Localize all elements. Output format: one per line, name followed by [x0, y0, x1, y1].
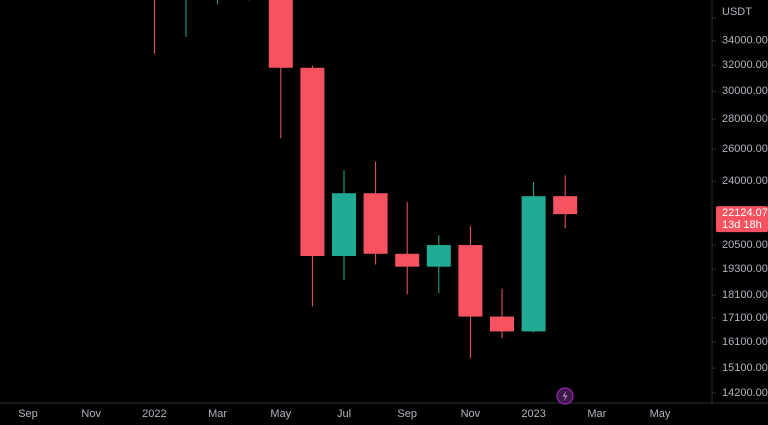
- candle-body: [490, 316, 514, 332]
- y-tick-label: 18100.00: [722, 289, 768, 301]
- x-tick-label: Nov: [461, 408, 481, 420]
- y-tick-label: 14200.00: [722, 387, 768, 399]
- y-tick-label: 15100.00: [722, 362, 768, 374]
- x-tick-label: May: [650, 408, 671, 420]
- x-tick-label: Jul: [337, 408, 351, 420]
- candle-body: [521, 196, 546, 332]
- x-tick-label: Mar: [208, 408, 227, 420]
- y-tick-label: 26000.00: [722, 143, 768, 155]
- candle-body: [268, 0, 293, 68]
- y-tick-label: 24000.00: [722, 175, 768, 187]
- plot-area: [153, 0, 578, 359]
- y-tick-label: 34000.00: [722, 35, 768, 47]
- countdown-label: 13d 18h: [722, 219, 762, 231]
- candle-body: [300, 67, 325, 257]
- x-tick-label: 2023: [521, 408, 545, 420]
- y-tick-label: 17100.00: [722, 312, 768, 324]
- candle-body: [458, 245, 483, 317]
- candle-body: [426, 245, 451, 267]
- last-price-label: 22124.07: [722, 207, 768, 219]
- x-tick-label: Sep: [18, 408, 38, 420]
- x-tick-label: Nov: [81, 408, 101, 420]
- candle-body: [363, 193, 388, 254]
- y-tick-label: 20500.00: [722, 239, 768, 251]
- y-tick-label: 28000.00: [722, 113, 768, 125]
- candle-body: [395, 253, 420, 267]
- event-icon-bolt: [562, 390, 568, 402]
- y-tick-label: 32000.00: [722, 59, 768, 71]
- candle-body: [553, 196, 578, 215]
- currency-bg: [716, 2, 768, 22]
- x-tick-label: Mar: [587, 408, 606, 420]
- x-tick-label: 2022: [142, 408, 166, 420]
- x-tick-label: Sep: [397, 408, 417, 420]
- candle-body: [332, 193, 356, 257]
- y-tick-label: 16100.00: [722, 336, 768, 348]
- currency-label: USDT: [722, 6, 752, 18]
- last-price-box: [716, 206, 768, 233]
- y-tick-label: 30000.00: [722, 85, 768, 97]
- x-tick-label: May: [270, 408, 291, 420]
- y-tick-label: 19300.00: [722, 263, 768, 275]
